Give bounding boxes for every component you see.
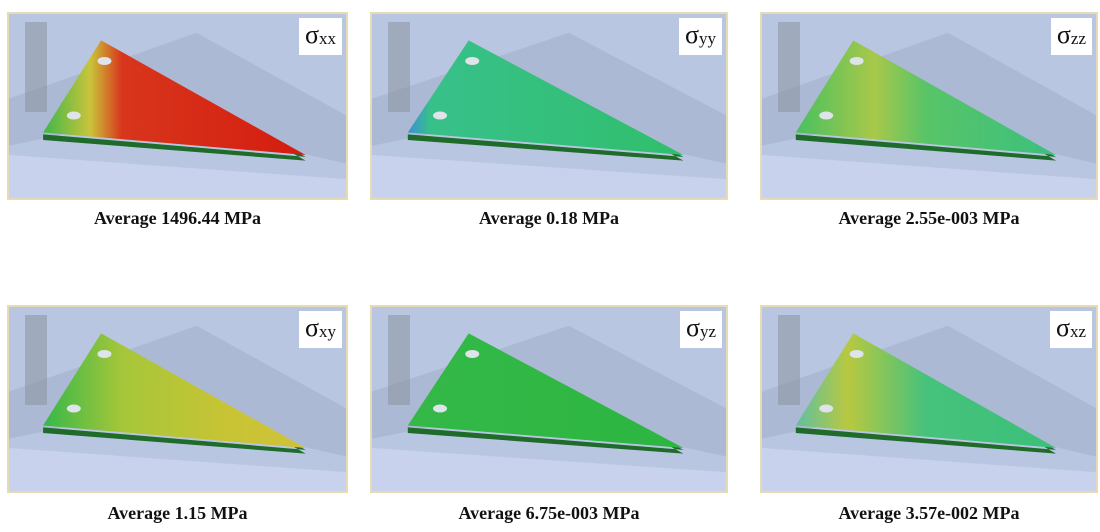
symbol: σ xyxy=(305,20,319,49)
simulation-image xyxy=(372,307,728,493)
hole xyxy=(67,405,81,413)
symbol: σ xyxy=(1056,313,1070,342)
hole xyxy=(465,57,479,65)
bracket xyxy=(25,22,47,112)
bracket xyxy=(778,315,800,405)
hole xyxy=(97,57,111,65)
component-label: σxz xyxy=(1050,311,1092,348)
hole xyxy=(67,112,81,120)
subscript: zz xyxy=(1071,29,1086,48)
subscript: xx xyxy=(319,29,336,48)
symbol: σ xyxy=(686,313,700,342)
bracket xyxy=(388,22,410,112)
panel: σxy xyxy=(7,305,348,493)
symbol: σ xyxy=(685,20,699,49)
panel: σyz xyxy=(370,305,728,493)
component-label: σxx xyxy=(299,18,342,55)
symbol: σ xyxy=(305,313,319,342)
hole xyxy=(465,350,479,358)
panel: σyy xyxy=(370,12,728,200)
subscript: yy xyxy=(699,29,716,48)
hole xyxy=(850,57,864,65)
hole xyxy=(433,405,447,413)
bracket xyxy=(388,315,410,405)
component-label: σyy xyxy=(679,18,722,55)
caption: Average 1496.44 MPa xyxy=(0,208,358,229)
subscript: xy xyxy=(319,322,336,341)
simulation-image xyxy=(9,14,348,200)
subscript: xz xyxy=(1070,322,1086,341)
hole xyxy=(850,350,864,358)
figure: σxxAverage 1496.44 MPaσyyAverage 0.18 MP… xyxy=(0,0,1100,532)
caption: Average 2.55e-003 MPa xyxy=(749,208,1100,229)
hole xyxy=(819,112,833,120)
panel: σzz xyxy=(760,12,1098,200)
simulation-image xyxy=(9,307,348,493)
caption: Average 6.75e-003 MPa xyxy=(369,503,729,524)
simulation-image xyxy=(372,14,728,200)
caption: Average 3.57e-002 MPa xyxy=(749,503,1100,524)
panel: σxx xyxy=(7,12,348,200)
panel: σxz xyxy=(760,305,1098,493)
simulation-image xyxy=(762,307,1098,493)
component-label: σyz xyxy=(680,311,722,348)
bracket xyxy=(25,315,47,405)
hole xyxy=(819,405,833,413)
component-label: σxy xyxy=(299,311,342,348)
symbol: σ xyxy=(1057,20,1071,49)
hole xyxy=(433,112,447,120)
component-label: σzz xyxy=(1051,18,1092,55)
subscript: yz xyxy=(700,322,716,341)
caption: Average 0.18 MPa xyxy=(369,208,729,229)
caption: Average 1.15 MPa xyxy=(0,503,358,524)
bracket xyxy=(778,22,800,112)
hole xyxy=(97,350,111,358)
simulation-image xyxy=(762,14,1098,200)
